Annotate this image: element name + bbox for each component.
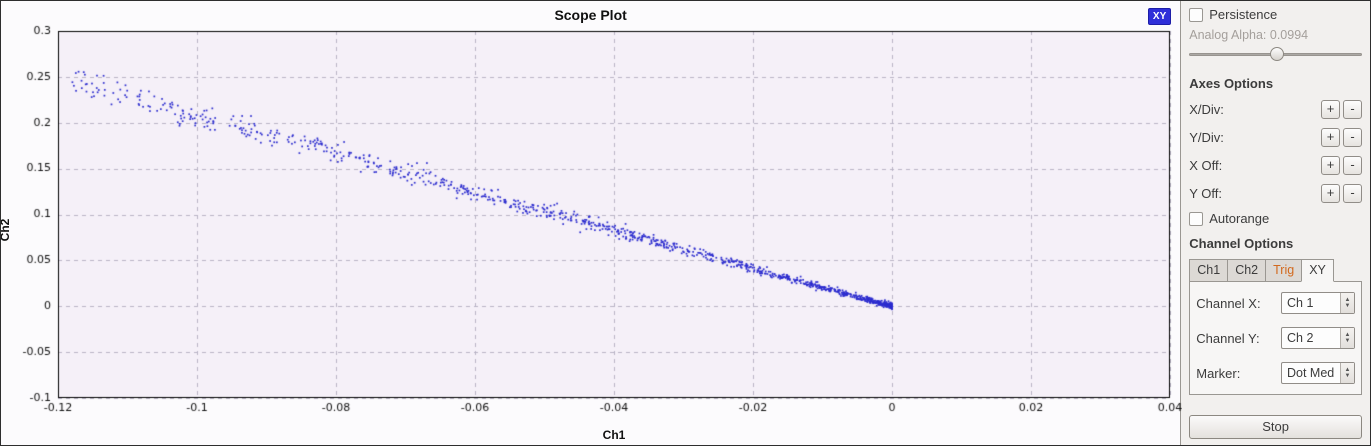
plot-canvas[interactable] [1, 1, 1182, 445]
ydiv-label: Y/Div: [1189, 129, 1224, 145]
marker-value: Dot Med [1287, 366, 1335, 380]
stop-button[interactable]: Stop [1189, 415, 1362, 439]
tab-xy[interactable]: XY [1301, 259, 1334, 282]
xdiv-plus-button[interactable]: + [1321, 99, 1340, 119]
xoff-plus-button[interactable]: + [1321, 155, 1340, 175]
y-axis-label: Ch2 [0, 218, 12, 242]
persistence-row: Persistence [1189, 7, 1362, 22]
x-axis-label: Ch1 [602, 428, 626, 442]
channel-x-combobox[interactable]: Ch 1 ▲ ▼ [1281, 292, 1355, 314]
spinner-arrows-icon[interactable]: ▲ ▼ [1340, 363, 1354, 383]
channel-y-value: Ch 2 [1287, 331, 1314, 345]
ydiv-minus-button[interactable]: - [1343, 127, 1362, 147]
autorange-row: Autorange [1189, 211, 1362, 226]
xoff-label: X Off: [1189, 157, 1223, 173]
autorange-checkbox[interactable] [1189, 211, 1204, 226]
yoff-plus-button[interactable]: + [1321, 183, 1340, 203]
channel-y-row: Channel Y: Ch 2 ▲ ▼ [1196, 327, 1355, 349]
xdiv-label: X/Div: [1189, 101, 1224, 117]
ydiv-plus-button[interactable]: + [1321, 127, 1340, 147]
xdiv-minus-button[interactable]: - [1343, 99, 1362, 119]
spinner-arrows-icon[interactable]: ▲ ▼ [1340, 328, 1354, 348]
channel-x-row: Channel X: Ch 1 ▲ ▼ [1196, 292, 1355, 314]
analog-alpha-slider[interactable] [1189, 46, 1362, 62]
persistence-label: Persistence [1209, 7, 1278, 22]
autorange-label: Autorange [1209, 211, 1270, 226]
spinner-arrows-icon[interactable]: ▲ ▼ [1340, 293, 1354, 313]
yoff-label: Y Off: [1189, 185, 1223, 201]
slider-handle[interactable] [1270, 47, 1285, 61]
channel-x-value: Ch 1 [1287, 296, 1314, 310]
marker-row: Marker: Dot Med ▲ ▼ [1196, 362, 1355, 384]
persistence-checkbox[interactable] [1189, 7, 1204, 22]
plot-area: Scope Plot XY Ch1 Ch2 [0, 1, 1182, 445]
marker-combobox[interactable]: Dot Med ▲ ▼ [1281, 362, 1355, 384]
tab-trig[interactable]: Trig [1265, 259, 1302, 282]
tab-ch1[interactable]: Ch1 [1189, 259, 1228, 282]
tab-ch2[interactable]: Ch2 [1227, 259, 1266, 282]
axes-options-heading: Axes Options [1189, 76, 1274, 91]
channel-tabs: Ch1 Ch2 Trig XY [1189, 258, 1362, 282]
marker-label: Marker: [1196, 365, 1241, 381]
xoff-minus-button[interactable]: - [1343, 155, 1362, 175]
analog-alpha-label: Analog Alpha: 0.0994 [1189, 28, 1309, 42]
yoff-row: Y Off: + - [1189, 182, 1362, 204]
channel-y-label: Channel Y: [1196, 330, 1260, 346]
xoff-row: X Off: + - [1189, 154, 1362, 176]
yoff-minus-button[interactable]: - [1343, 183, 1362, 203]
control-panel: Persistence Analog Alpha: 0.0994 Axes Op… [1180, 1, 1370, 445]
xy-tab-panel: Channel X: Ch 1 ▲ ▼ Channel Y: Ch 2 ▲ ▼ Ma… [1189, 281, 1362, 395]
channel-x-label: Channel X: [1196, 295, 1261, 311]
ydiv-row: Y/Div: + - [1189, 126, 1362, 148]
channel-y-combobox[interactable]: Ch 2 ▲ ▼ [1281, 327, 1355, 349]
channel-options-heading: Channel Options [1189, 236, 1294, 251]
xdiv-row: X/Div: + - [1189, 98, 1362, 120]
